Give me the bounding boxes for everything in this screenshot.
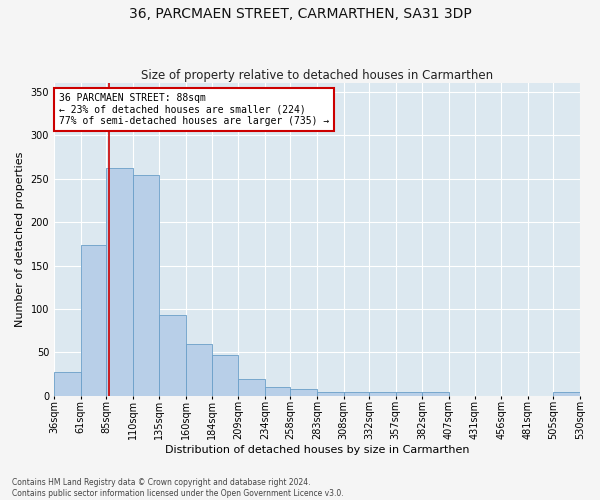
Bar (238, 378, 265, 396)
Bar (344, 392, 369, 396)
Bar (186, 344, 212, 396)
Text: Contains HM Land Registry data © Crown copyright and database right 2024.
Contai: Contains HM Land Registry data © Crown c… (12, 478, 344, 498)
Bar (133, 176, 160, 396)
Bar (160, 315, 186, 396)
Bar (265, 387, 290, 396)
Title: Size of property relative to detached houses in Carmarthen: Size of property relative to detached ho… (141, 69, 493, 82)
Y-axis label: Number of detached properties: Number of detached properties (15, 152, 25, 327)
Bar (396, 392, 422, 396)
Bar (422, 392, 449, 396)
Bar (54, 372, 80, 396)
Bar (106, 168, 133, 396)
Bar (80, 244, 106, 396)
Bar (553, 392, 580, 396)
Bar (369, 392, 396, 396)
Text: 36 PARCMAEN STREET: 88sqm
← 23% of detached houses are smaller (224)
77% of semi: 36 PARCMAEN STREET: 88sqm ← 23% of detac… (59, 92, 329, 126)
Bar (317, 392, 344, 396)
X-axis label: Distribution of detached houses by size in Carmarthen: Distribution of detached houses by size … (165, 445, 469, 455)
Bar (290, 389, 317, 396)
Text: 36, PARCMAEN STREET, CARMARTHEN, SA31 3DP: 36, PARCMAEN STREET, CARMARTHEN, SA31 3D… (128, 8, 472, 22)
Bar (212, 355, 238, 396)
